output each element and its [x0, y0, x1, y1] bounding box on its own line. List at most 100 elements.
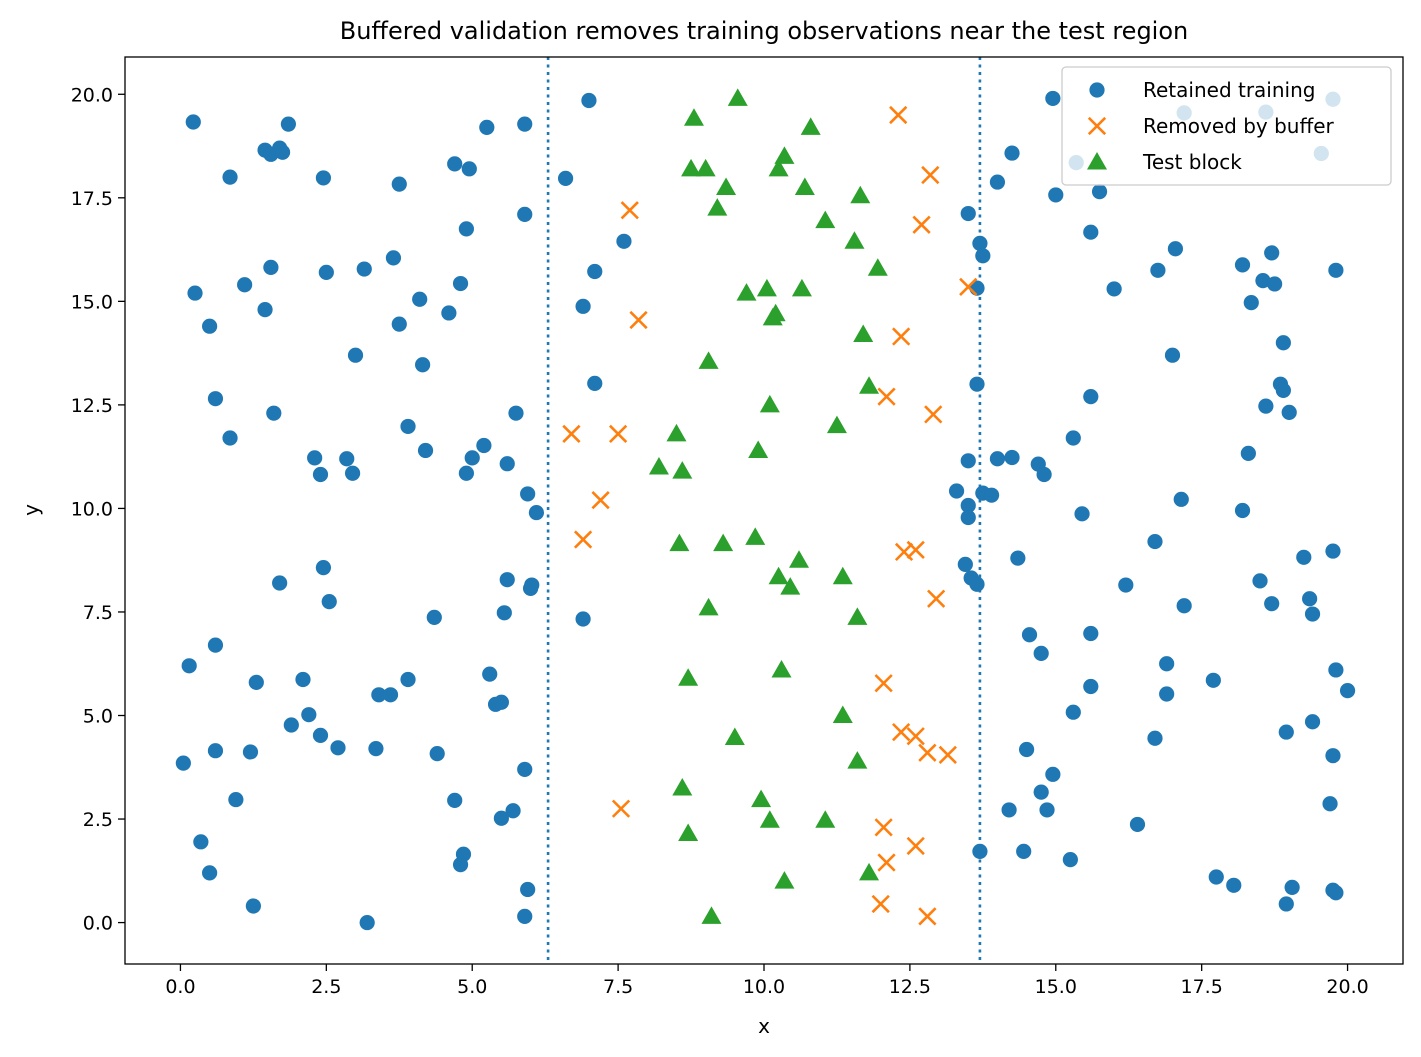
point-circle-167	[1045, 766, 1061, 782]
point-triangle-18	[765, 303, 786, 322]
x-tick-label: 10.0	[743, 976, 785, 998]
point-circle-42	[417, 442, 434, 459]
point-circle-87	[493, 810, 509, 826]
point-circle-178	[1284, 879, 1300, 895]
point-circle-116	[969, 376, 985, 392]
point-circle-70	[400, 671, 416, 688]
x-tick-label: 7.5	[603, 976, 633, 998]
point-circle-125	[989, 451, 1006, 467]
point-circle-120	[1275, 335, 1291, 351]
point-triangle-32	[768, 566, 789, 585]
point-circle-176	[1226, 877, 1242, 893]
point-circle-144	[1147, 533, 1163, 550]
point-circle-136	[1173, 491, 1189, 507]
point-triangle-6	[774, 146, 795, 164]
point-circle-75	[207, 743, 224, 759]
point-circle-124	[960, 453, 976, 469]
point-x-20	[938, 745, 957, 764]
point-circle-57	[499, 572, 515, 588]
point-circle-181	[1328, 885, 1344, 901]
points-layer	[175, 88, 1356, 931]
point-circle-129	[1065, 430, 1081, 446]
x-tick-label: 12.5	[889, 976, 931, 998]
point-triangle-1	[683, 108, 704, 126]
point-circle-65	[301, 707, 317, 723]
point-x-4	[959, 277, 978, 296]
point-triangle-29	[713, 533, 734, 552]
point-circle-141	[969, 576, 985, 592]
point-x-19	[918, 743, 937, 762]
legend-box	[1061, 66, 1392, 186]
legend-marker-circle	[1089, 82, 1105, 98]
series-circle	[175, 90, 1356, 931]
point-triangle-48	[859, 862, 880, 881]
y-axis: 0.0 2.5 5.0 7.5 10.0 12.5 15.0 17.5 20.0	[71, 84, 125, 935]
point-circle-38	[312, 466, 329, 483]
point-circle-163	[1278, 724, 1294, 740]
point-circle-49	[520, 486, 536, 502]
point-triangle-12	[844, 231, 865, 249]
point-circle-134	[983, 487, 1000, 503]
point-circle-94	[975, 248, 991, 264]
point-circle-51	[181, 658, 197, 674]
point-circle-52	[207, 637, 224, 653]
y-tick-label: 20.0	[71, 84, 113, 106]
point-circle-83	[359, 914, 375, 931]
point-circle-82	[245, 898, 261, 914]
point-circle-108	[1255, 273, 1271, 289]
point-circle-150	[1325, 543, 1341, 559]
point-triangle-20	[698, 351, 719, 369]
point-circle-35	[266, 405, 282, 421]
point-triangle-36	[698, 597, 719, 616]
point-circle-41	[400, 418, 416, 435]
point-circle-86	[452, 857, 469, 873]
point-circle-143	[1118, 577, 1134, 593]
point-circle-8	[391, 176, 407, 192]
point-x-18	[906, 727, 925, 746]
point-circle-159	[1065, 704, 1081, 720]
point-circle-28	[575, 298, 591, 314]
point-circle-24	[517, 206, 533, 222]
point-triangle-16	[791, 278, 812, 297]
point-triangle-27	[748, 440, 769, 458]
x-tick-label: 2.5	[311, 976, 341, 998]
point-x-8	[924, 405, 943, 424]
point-circle-31	[391, 316, 407, 332]
point-circle-164	[1325, 748, 1341, 764]
point-triangle-8	[800, 117, 821, 135]
point-circle-69	[382, 687, 399, 703]
point-triangle-9	[794, 177, 815, 195]
point-circle-23	[458, 221, 474, 237]
point-circle-109	[1264, 245, 1280, 261]
point-x-6	[892, 327, 911, 346]
point-circle-177	[1322, 796, 1338, 812]
point-circle-173	[1129, 816, 1146, 833]
point-circle-56	[426, 609, 442, 625]
point-circle-117	[1164, 347, 1181, 363]
legend-marker-x	[1087, 116, 1107, 136]
point-circle-115	[1328, 262, 1344, 278]
point-circle-19	[385, 250, 402, 266]
point-circle-43	[458, 465, 474, 481]
point-circle-99	[1048, 187, 1064, 203]
point-circle-76	[242, 744, 259, 760]
point-circle-71	[482, 666, 498, 682]
point-circle-66	[312, 727, 329, 743]
point-triangle-40	[832, 705, 853, 724]
point-triangle-26	[672, 461, 693, 479]
point-triangle-41	[847, 751, 868, 769]
point-circle-34	[207, 391, 224, 407]
point-circle-77	[368, 741, 384, 757]
buffer-lines	[546, 57, 982, 964]
point-circle-165	[1019, 741, 1035, 758]
point-circle-25	[557, 170, 574, 186]
point-circle-33	[415, 357, 431, 373]
point-circle-79	[228, 791, 244, 808]
point-circle-27	[587, 263, 603, 280]
point-circle-4	[274, 144, 291, 160]
point-circle-152	[1033, 645, 1049, 661]
point-triangle-49	[701, 906, 722, 924]
point-circle-40	[344, 465, 361, 481]
point-circle-12	[517, 116, 533, 132]
point-circle-118	[1083, 389, 1099, 405]
